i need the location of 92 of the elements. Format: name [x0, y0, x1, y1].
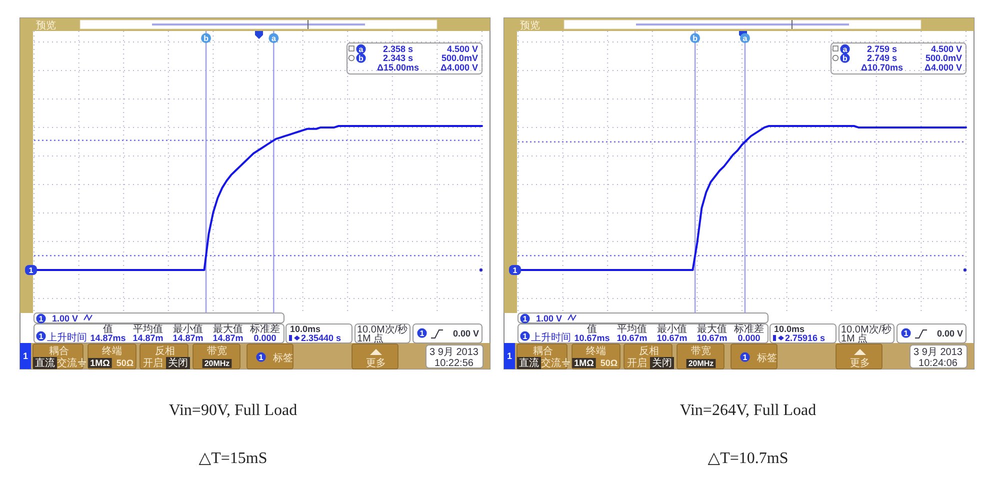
text: 10:22:56: [434, 358, 474, 369]
text: 预览: [36, 20, 56, 32]
text: Vin=90V, Full Load: [168, 402, 298, 419]
text: 最大值: [213, 323, 243, 335]
text: 1.00 V: [536, 314, 562, 324]
text: 标准差: [249, 323, 280, 335]
text: 2.759 s: [866, 44, 898, 54]
text: Δ10.70ms: [861, 62, 903, 72]
text: a: [842, 45, 848, 54]
text: 带宽: [691, 345, 711, 357]
text: 1M 点: [357, 332, 384, 344]
text: 50Ω: [116, 358, 134, 368]
text: 14.87m: [212, 333, 244, 343]
text: 开启: [143, 357, 163, 369]
text: Δ15.00ms: [377, 62, 419, 72]
text: 14.87m: [132, 333, 164, 343]
text: 3 9月 2013: [430, 347, 479, 358]
text: 标签: [756, 352, 777, 364]
text: 10.67m: [616, 333, 648, 343]
text: 10.67ms: [574, 333, 610, 343]
text: 14.87m: [172, 333, 204, 343]
text: 1: [904, 329, 909, 338]
text: 0.000: [738, 333, 760, 343]
text: 1: [420, 329, 425, 338]
text: 1: [506, 351, 512, 361]
text: 标准差: [733, 323, 764, 335]
text: 500.0mV: [441, 53, 478, 63]
text: 1: [22, 351, 28, 361]
text: 1: [38, 314, 44, 324]
text: 10.67m: [696, 333, 728, 343]
text: 更多: [850, 357, 870, 369]
text: 1M 点: [841, 332, 868, 344]
text: 终端: [102, 345, 122, 357]
text: 预览: [520, 20, 540, 32]
text: a: [742, 34, 748, 43]
text: 带宽: [207, 345, 227, 357]
text: 上升时间: [531, 332, 571, 344]
text: 10.67m: [656, 333, 688, 343]
text: a: [358, 45, 364, 54]
text: 2.75916 s: [785, 333, 826, 343]
text: 0.000: [254, 333, 276, 343]
text: 2.343 s: [382, 53, 414, 63]
text: 2.35440 s: [301, 333, 342, 343]
text: 50Ω: [600, 358, 618, 368]
text: 反相: [639, 345, 659, 357]
text: a: [271, 34, 276, 43]
text: 开启: [627, 357, 647, 369]
text: 更多: [366, 357, 386, 369]
text: 10:24:06: [918, 358, 958, 369]
text: 10.0ms: [290, 324, 321, 334]
text: 4.500 V: [930, 44, 962, 54]
text: 0.00 V: [936, 328, 963, 338]
text: 2.358 s: [382, 44, 414, 54]
text: 交流: [57, 357, 77, 369]
text: 上升时间: [47, 332, 87, 344]
text: 1: [28, 266, 34, 275]
text: 2.749 s: [866, 53, 898, 63]
text: 耦合: [533, 345, 553, 357]
text: 1: [512, 266, 518, 275]
text: 最小值: [173, 323, 203, 335]
text: b: [204, 34, 209, 43]
text: 值: [587, 324, 597, 335]
text: b: [842, 54, 848, 63]
text: △T=15mS: [198, 450, 268, 467]
text: 1: [38, 332, 44, 341]
text: 1: [522, 314, 528, 324]
text: 3 9月 2013: [914, 347, 963, 358]
text: 最大值: [697, 323, 727, 335]
text: △T=10.7mS: [708, 450, 788, 467]
text: 500.0mV: [925, 53, 962, 63]
text: 交流: [541, 357, 561, 369]
text: 0.00 V: [452, 328, 479, 338]
text: 10.0ms: [774, 324, 805, 334]
text: Vin=264V, Full Load: [680, 402, 816, 419]
text: 14.87ms: [90, 333, 126, 343]
text: 最小值: [657, 323, 687, 335]
text: 平均值: [133, 323, 163, 335]
text: b: [358, 54, 364, 63]
text: 终端: [586, 345, 606, 357]
text: 1: [742, 353, 748, 362]
text: Δ4.000 V: [924, 62, 962, 72]
text: 反相: [155, 345, 175, 357]
text: Δ4.000 V: [440, 62, 478, 72]
text: b: [692, 34, 698, 43]
text: 1.00 V: [52, 314, 78, 324]
text: 耦合: [49, 345, 69, 357]
text: 平均值: [617, 323, 647, 335]
text: 4.500 V: [446, 44, 478, 54]
text: 1: [258, 353, 264, 362]
text: 标签: [272, 352, 293, 364]
text: 1: [522, 332, 528, 341]
text: 值: [103, 324, 113, 335]
